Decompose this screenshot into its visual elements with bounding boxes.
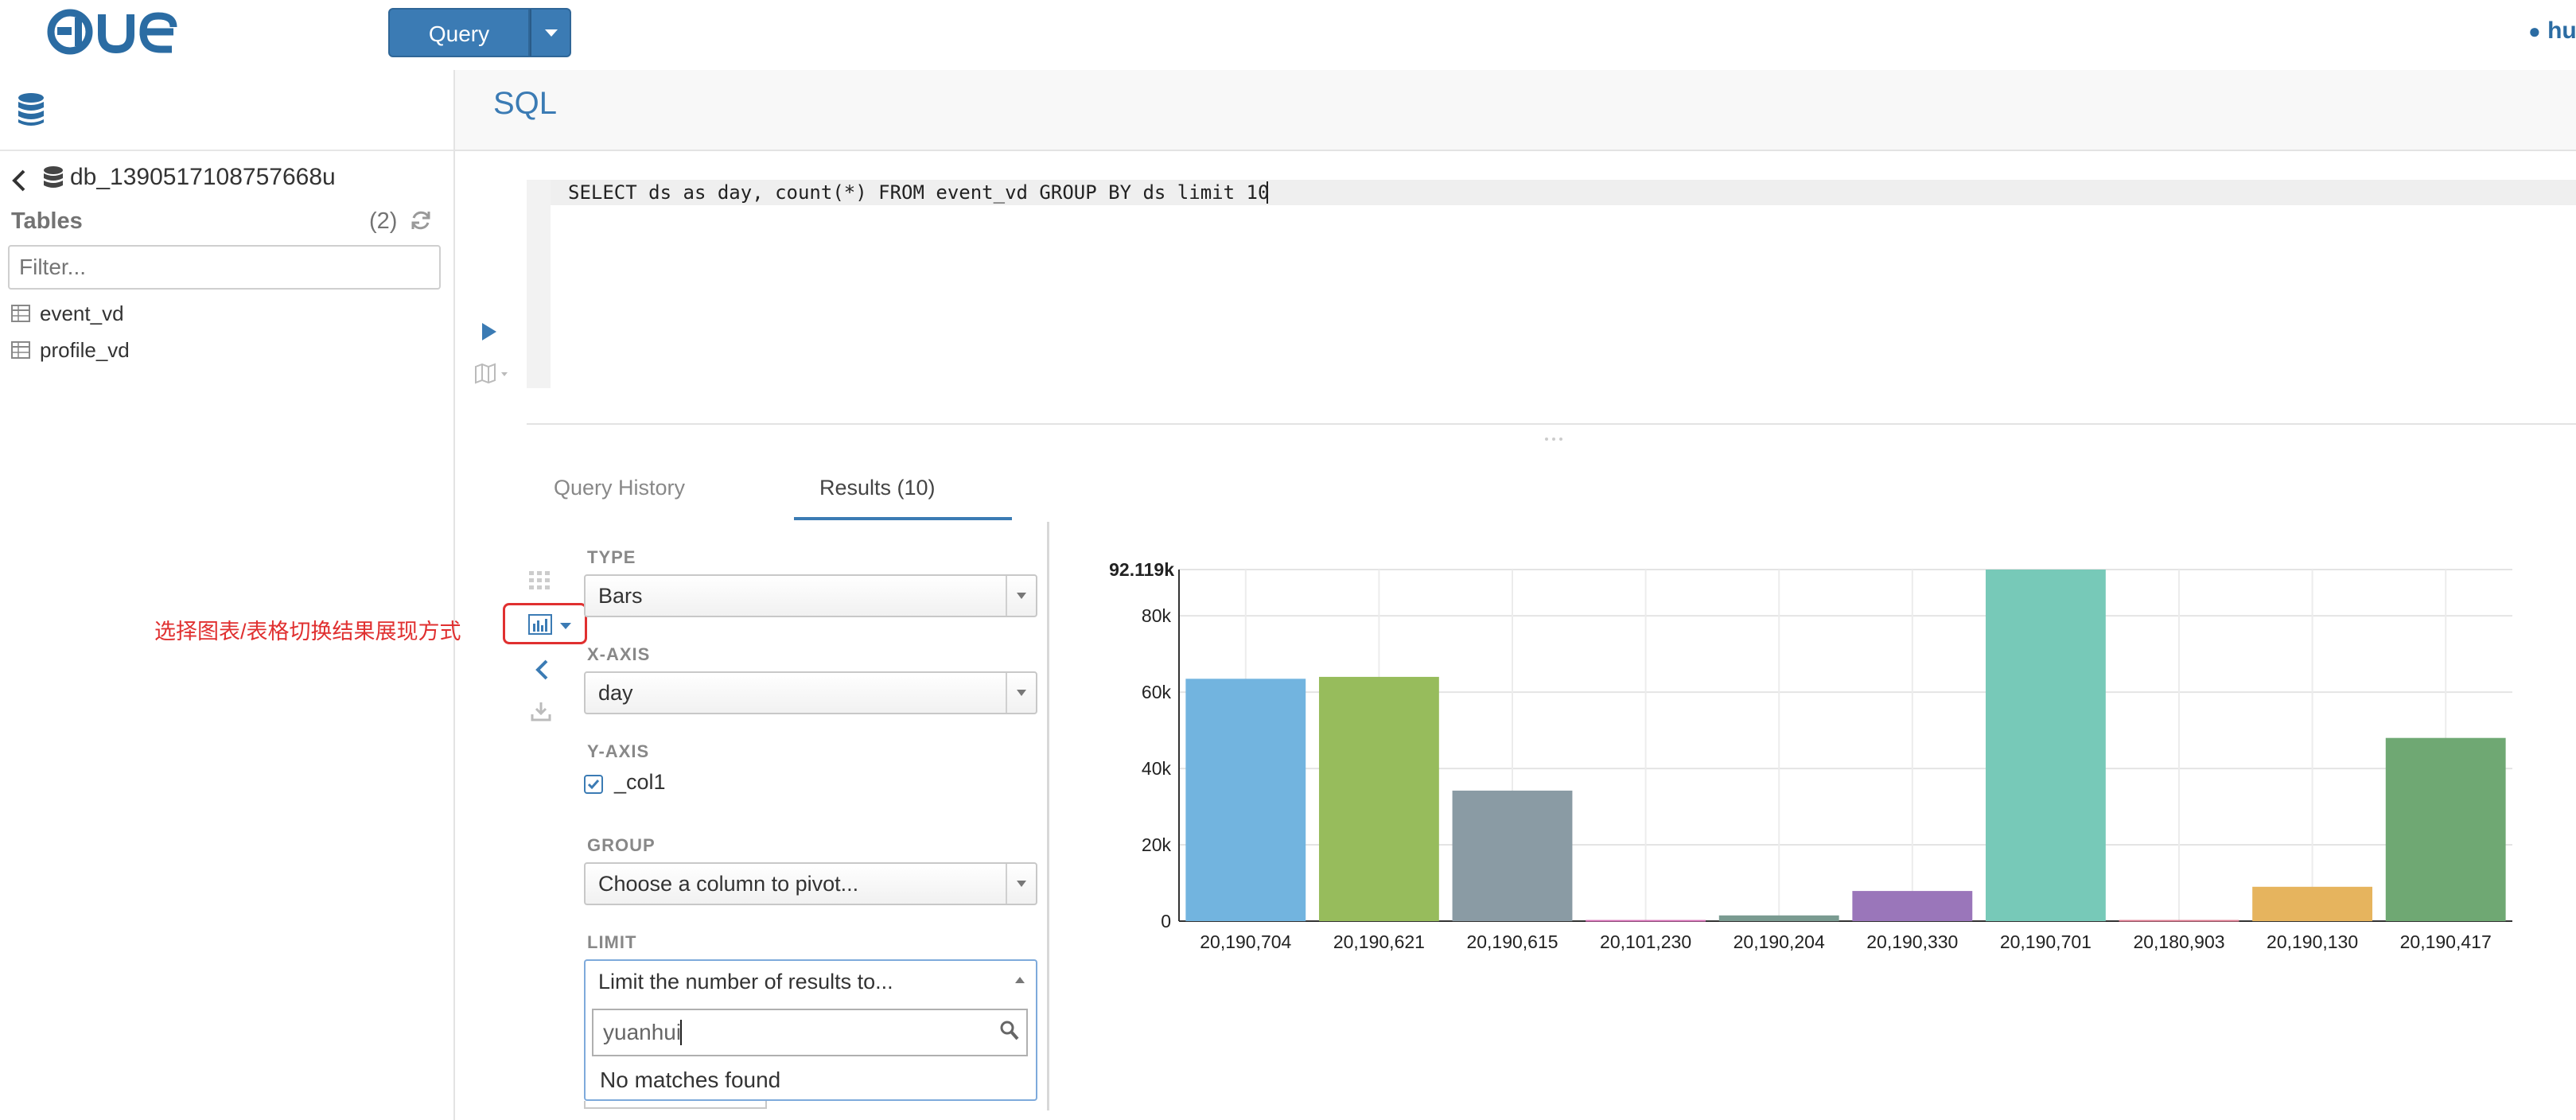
table-item-event-vd[interactable]: event_vd — [11, 298, 124, 329]
y-tick-label: 0 — [1161, 911, 1171, 931]
results-bar-chart: 0 20k 40k 60k 80k 92.119k 20,190,704 20,190,621… — [1098, 549, 2576, 962]
x-tick-label: 20,190,330 — [1866, 931, 1958, 952]
editor-gutter — [527, 180, 551, 388]
database-name[interactable]: db_1390517108757668u — [70, 164, 336, 190]
bar[interactable] — [1586, 920, 1706, 922]
y-tick-label: 20k — [1142, 834, 1172, 855]
chevron-up-icon[interactable] — [1015, 977, 1025, 983]
bar[interactable] — [2252, 886, 2373, 921]
map-icon[interactable] — [474, 363, 514, 385]
chevron-down-icon — [1006, 864, 1036, 904]
hidden-button-group — [584, 1101, 767, 1109]
chevron-down-icon — [1006, 673, 1036, 713]
x-tick-label: 20,190,621 — [1333, 931, 1425, 952]
y-axis-label: Y-AXIS — [587, 741, 650, 761]
table-filter-input[interactable] — [8, 245, 441, 290]
database-small-icon — [41, 165, 65, 192]
x-tick-label: 20,180,903 — [2133, 931, 2224, 952]
limit-placeholder: Limit the number of results to... — [598, 970, 893, 994]
bar[interactable] — [1852, 891, 1973, 921]
x-axis-value: day — [598, 681, 633, 705]
top-navbar — [0, 0, 2576, 72]
query-button[interactable]: Query — [388, 8, 530, 57]
search-cursor — [680, 1020, 682, 1045]
x-tick-label: 20,190,130 — [2267, 931, 2358, 952]
no-matches-message: No matches found — [600, 1068, 781, 1092]
bar[interactable] — [2119, 920, 2239, 922]
hue-logo[interactable] — [46, 8, 205, 56]
editor-header — [455, 70, 2576, 151]
resize-handle[interactable] — [1543, 433, 1564, 441]
database-icon[interactable] — [16, 92, 46, 127]
search-icon[interactable] — [999, 1020, 1020, 1042]
query-dropdown-toggle[interactable] — [530, 8, 571, 57]
user-name: hu — [2547, 18, 2576, 44]
bar[interactable] — [1718, 915, 1839, 921]
table-item-profile-vd[interactable]: profile_vd — [11, 334, 130, 366]
chart-svg: 0 20k 40k 60k 80k 92.119k 20,190,704 20,190,621… — [1109, 559, 2512, 952]
x-tick-label: 20,101,230 — [1600, 931, 1691, 952]
tables-heading: Tables — [11, 208, 83, 234]
active-tab-indicator — [794, 517, 1012, 520]
limit-select[interactable]: Limit the number of results to... — [584, 959, 1037, 1004]
y-axis-column-label[interactable]: _col1 — [614, 770, 666, 794]
bar[interactable] — [1318, 676, 1439, 921]
tab-results[interactable]: Results (10) — [819, 476, 936, 500]
checkmark-icon — [587, 780, 600, 790]
user-menu[interactable]: ● hu — [2528, 18, 2576, 49]
sql-editor[interactable]: SELECT ds as day, count(*) FROM event_vd… — [568, 181, 1270, 204]
bar[interactable] — [2385, 737, 2506, 921]
results-divider — [1047, 522, 1049, 1110]
tables-count: (2) — [369, 208, 398, 234]
download-icon[interactable] — [530, 700, 552, 722]
x-axis-select[interactable]: day — [584, 671, 1037, 714]
table-name: event_vd — [40, 301, 124, 325]
y-axis-checkbox[interactable] — [584, 775, 603, 794]
chevron-down-icon — [1006, 576, 1036, 616]
x-tick-label: 20,190,417 — [2400, 931, 2492, 952]
group-label: GROUP — [587, 835, 656, 855]
x-tick-label: 20,190,615 — [1466, 931, 1558, 952]
editor-bottom-border — [527, 423, 2576, 425]
editor-active-line — [551, 180, 2576, 205]
x-tick-label: 20,190,701 — [2000, 931, 2092, 952]
y-max-label: 92.119k — [1109, 559, 1174, 580]
grid-view-icon[interactable] — [528, 570, 551, 592]
left-panel-divider — [0, 150, 453, 151]
x-tick-label: 20,190,704 — [1200, 931, 1291, 952]
y-tick-label: 80k — [1142, 605, 1172, 626]
table-icon — [11, 341, 30, 359]
annotation-text: 选择图表/表格切换结果展现方式 — [154, 620, 461, 644]
run-play-icon[interactable] — [481, 321, 498, 342]
bar[interactable] — [1985, 570, 2106, 921]
bar[interactable] — [1185, 679, 1306, 921]
collapse-chevron-icon[interactable] — [535, 659, 549, 681]
bar[interactable] — [1452, 790, 1573, 921]
back-chevron-icon[interactable] — [10, 169, 29, 192]
type-label: TYPE — [587, 547, 636, 567]
group-placeholder: Choose a column to pivot... — [598, 872, 859, 896]
editor-cursor — [1267, 181, 1268, 204]
table-icon — [11, 305, 30, 322]
limit-search-input[interactable]: yuanhui — [592, 1009, 1028, 1056]
y-tick-label: 40k — [1142, 758, 1172, 779]
limit-label: LIMIT — [587, 932, 637, 952]
chart-type-value: Bars — [598, 584, 643, 608]
user-icon: ● — [2528, 19, 2541, 43]
table-name: profile_vd — [40, 337, 130, 362]
x-tick-label: 20,190,204 — [1734, 931, 1825, 952]
refresh-icon[interactable] — [409, 208, 433, 232]
editor-type-title: SQL — [493, 86, 558, 121]
x-axis-label: X-AXIS — [587, 644, 651, 664]
chart-view-toggle[interactable] — [503, 603, 587, 644]
bar-chart-icon[interactable] — [528, 614, 552, 635]
chart-type-select[interactable]: Bars — [584, 574, 1037, 617]
chevron-down-icon[interactable] — [558, 620, 573, 630]
group-select[interactable]: Choose a column to pivot... — [584, 862, 1037, 905]
y-tick-label: 60k — [1142, 682, 1172, 702]
tab-query-history[interactable]: Query History — [554, 476, 686, 500]
